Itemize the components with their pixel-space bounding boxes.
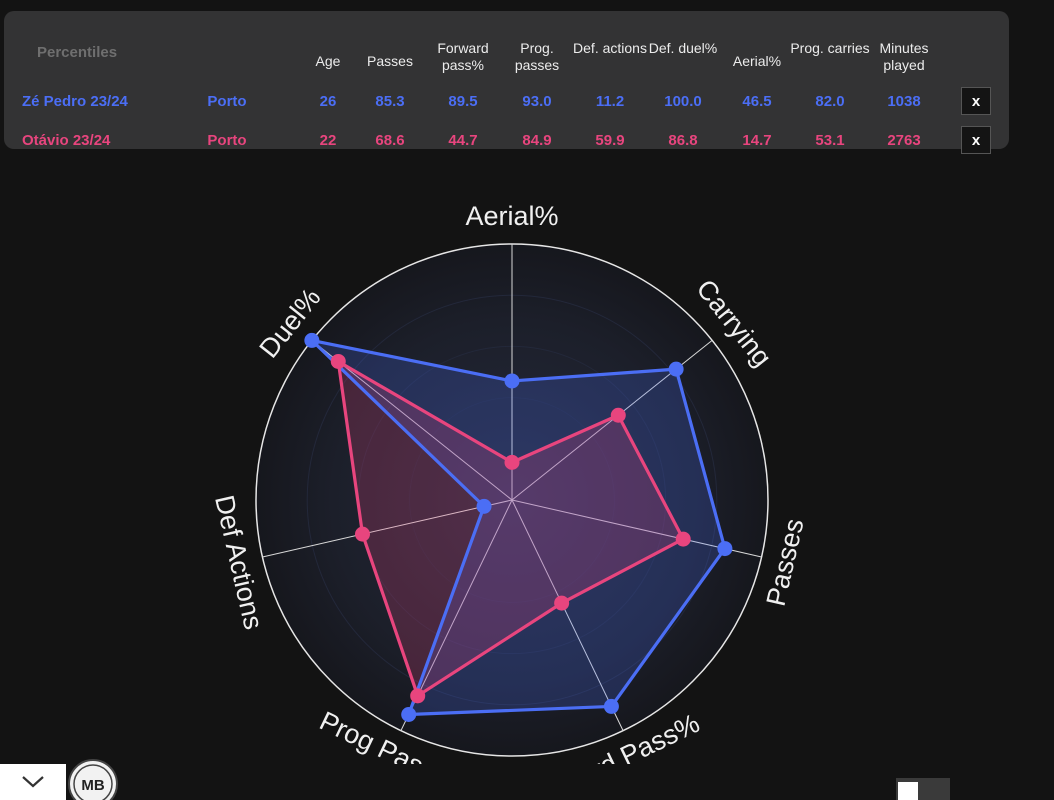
radar-point-series-2 bbox=[675, 531, 691, 547]
value-minutes-played: 1038 bbox=[887, 93, 921, 110]
theme-toggle[interactable] bbox=[896, 778, 950, 800]
percentiles-label: Percentiles bbox=[37, 44, 118, 61]
header-def-duel: Def. duel% bbox=[648, 40, 718, 56]
player-name: Otávio 23/24 bbox=[22, 132, 111, 149]
value-forward-pass: 89.5 bbox=[448, 93, 478, 110]
header-aerial: Aerial% bbox=[732, 53, 782, 69]
header-passes: Passes bbox=[367, 53, 413, 69]
value-def-duel: 86.8 bbox=[668, 132, 698, 149]
axis-label: Aerial% bbox=[465, 201, 558, 231]
value-aerial: 14.7 bbox=[742, 132, 772, 149]
header-prog-carries: Prog. carries bbox=[790, 40, 870, 56]
remove-player-1-button[interactable]: x bbox=[961, 87, 991, 115]
chevron-down-icon bbox=[22, 776, 44, 788]
mb-logo: MB bbox=[68, 759, 118, 800]
value-age: 26 bbox=[319, 93, 337, 110]
header-age: Age bbox=[315, 53, 341, 69]
percentiles-table: Percentiles Age Passes Forward pass% Pro… bbox=[4, 11, 1009, 154]
team-name: Porto bbox=[207, 132, 247, 149]
remove-player-2-button[interactable]: x bbox=[961, 126, 991, 154]
header-def-actions: Def. actions bbox=[573, 40, 647, 56]
value-def-duel: 100.0 bbox=[664, 93, 702, 110]
value-prog-passes: 93.0 bbox=[522, 93, 552, 110]
radar-line-series-2 bbox=[336, 359, 685, 698]
radar-point-series-2 bbox=[610, 407, 626, 423]
radar-series bbox=[304, 332, 733, 723]
value-passes: 85.3 bbox=[375, 93, 405, 110]
radar-point-series-2 bbox=[355, 526, 371, 542]
radar-spoke bbox=[262, 499, 513, 558]
value-def-actions: 59.9 bbox=[595, 132, 625, 149]
value-def-actions: 11.2 bbox=[595, 93, 625, 110]
header-prog-passes: Prog. passes bbox=[514, 40, 560, 73]
value-aerial: 46.5 bbox=[742, 93, 772, 110]
value-passes: 68.6 bbox=[375, 132, 405, 149]
radar-point-series-2 bbox=[410, 688, 426, 704]
value-forward-pass: 44.7 bbox=[448, 132, 478, 149]
team-name: Porto bbox=[207, 93, 247, 110]
axis-label: Passes bbox=[761, 516, 810, 609]
value-age: 22 bbox=[319, 132, 337, 149]
toggle-knob bbox=[898, 782, 918, 800]
logo-text: MB bbox=[81, 777, 104, 794]
radar-spoke bbox=[511, 499, 624, 731]
player-name: Zé Pedro 23/24 bbox=[22, 93, 128, 110]
value-minutes-played: 2763 bbox=[887, 132, 921, 149]
radar-point-series-1 bbox=[504, 373, 520, 389]
radar-area-series-2 bbox=[338, 361, 684, 696]
radar-point-series-2 bbox=[504, 454, 520, 470]
radar-point-series-1 bbox=[668, 361, 684, 377]
radar-point-series-1 bbox=[304, 332, 320, 348]
radar-point-series-1 bbox=[717, 541, 733, 557]
value-prog-carries: 53.1 bbox=[815, 132, 845, 149]
header-forward-pass: Forward pass% bbox=[437, 40, 489, 73]
radar-point-series-1 bbox=[401, 707, 417, 723]
collapse-button[interactable] bbox=[0, 764, 66, 800]
radar-point-series-2 bbox=[554, 595, 570, 611]
value-prog-carries: 82.0 bbox=[815, 93, 845, 110]
radar-point-series-1 bbox=[476, 498, 492, 514]
radar-point-series-1 bbox=[603, 698, 619, 714]
value-prog-passes: 84.9 bbox=[522, 132, 552, 149]
radar-point-series-2 bbox=[330, 353, 346, 369]
header-minutes-played: Minutes played bbox=[879, 40, 929, 73]
radar-area-series-1 bbox=[311, 340, 725, 715]
